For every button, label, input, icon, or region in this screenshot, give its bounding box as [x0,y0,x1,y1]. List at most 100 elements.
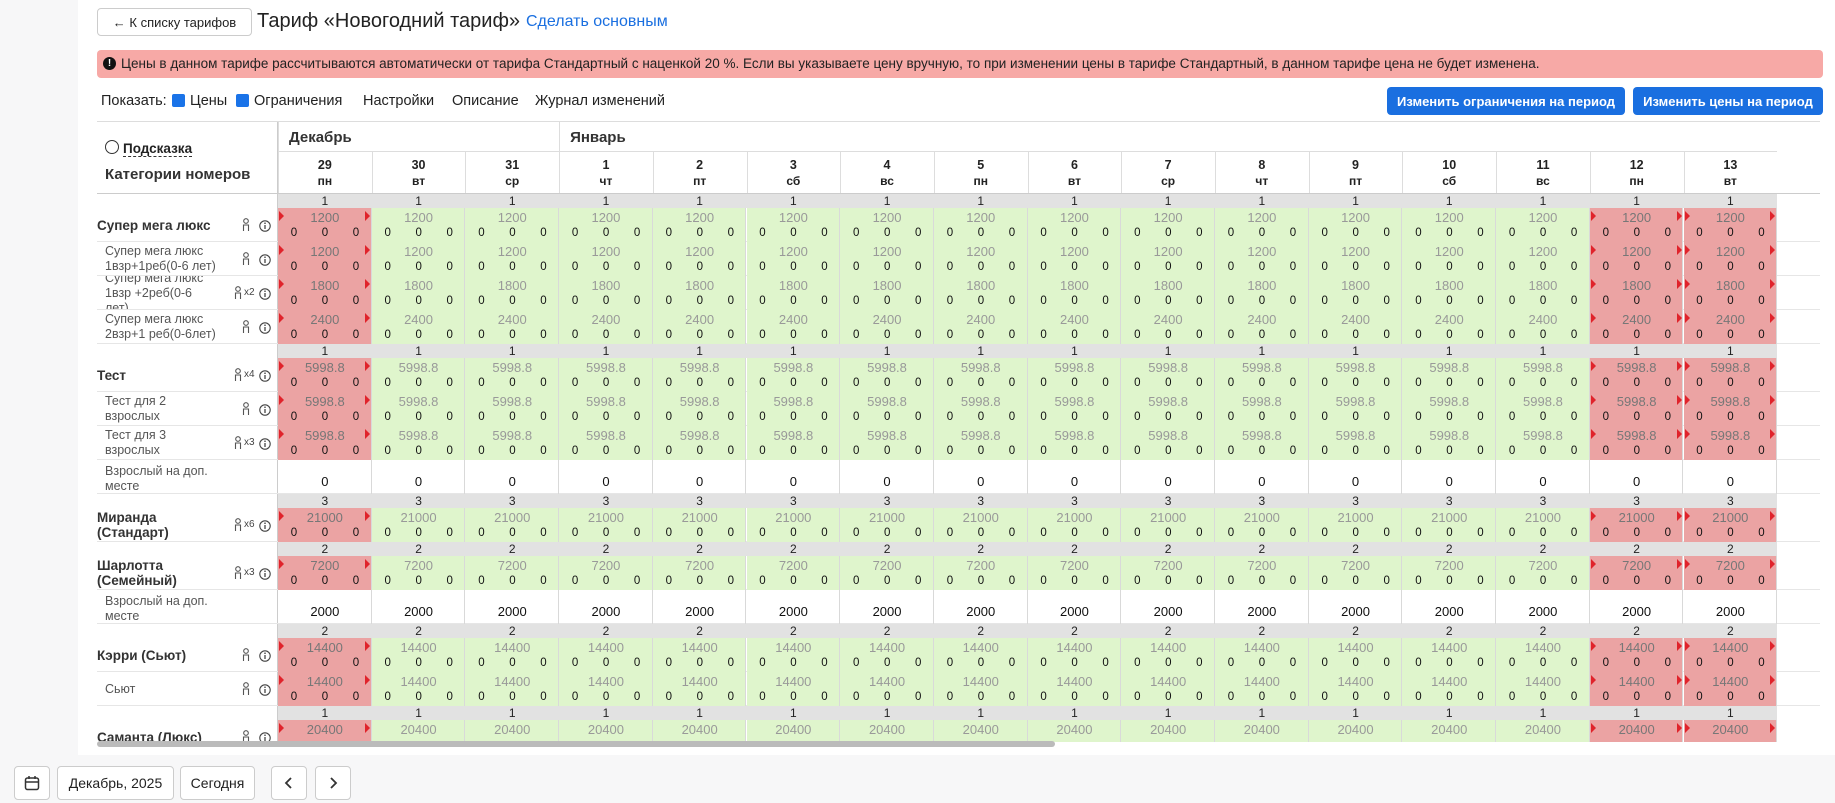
price-value: 1200 [1434,244,1464,259]
tab[interactable]: Настройки [363,93,435,109]
limits-toggle[interactable]: Ограничения [254,93,343,109]
info-icon [259,649,271,662]
price-value: 5998.8 [1241,394,1282,409]
restriction-value: 0 [321,657,329,669]
extra-value: 0 [789,474,797,489]
restriction-value: 0 [977,527,985,539]
restriction-value: 0 [852,575,860,587]
restriction-value: 0 [759,657,766,669]
closed-marker [364,675,370,685]
price-cell [1496,508,1590,542]
restriction-value: 0 [602,691,610,703]
price-cell [559,638,653,672]
restriction-value: 0 [914,691,922,703]
restriction-value: 0 [1633,411,1640,423]
restriction-value: 0 [946,377,954,389]
extra-cell [1590,590,1684,624]
availability-value: 1 [696,344,703,358]
availability-value: 1 [508,706,516,720]
availability-value: 1 [1352,344,1359,358]
restriction-value: 0 [1477,575,1484,587]
price-value: 1200 [591,210,621,225]
restriction-value: 0 [1758,445,1765,457]
restriction-value: 0 [352,657,360,669]
make-default-link[interactable]: Сделать основным [526,13,668,30]
price-cell [1121,392,1215,426]
prices-toggle[interactable]: Цены [190,93,228,109]
price-cell [1402,392,1497,426]
extra-value: 0 [1258,474,1266,489]
availability-value: 1 [1445,706,1453,720]
restriction-value: 0 [384,377,391,389]
restriction-value: 0 [1008,657,1016,669]
restriction-value: 0 [1227,261,1235,273]
tab[interactable]: Описание [452,93,519,109]
scrollbar[interactable] [97,741,1055,747]
price-cell [371,242,466,276]
price-value: 7200 [1153,558,1183,573]
availability-value: 2 [321,542,329,556]
extra-value: 0 [508,474,516,489]
restriction-value: 0 [1071,575,1078,587]
availability-value: 1 [1258,706,1266,720]
availability-value: 1 [1539,194,1547,208]
calendar-button[interactable] [14,766,50,800]
closed-marker [1590,675,1596,685]
info-icon [259,519,271,532]
restriction-value: 0 [446,227,453,239]
restriction-value: 0 [1539,329,1547,341]
category-name: Супер мега люкс 1взр +2реб(0-6 лет) [105,276,204,310]
restriction-value: 0 [1633,527,1640,539]
day-weekday: чт [599,174,613,188]
price-value: 14400 [1150,674,1187,689]
price-cell [933,392,1028,426]
info-glyph [259,404,271,416]
today-button[interactable]: Сегодня [180,766,255,800]
closed-marker [1676,313,1682,323]
restriction-value: 0 [602,261,610,273]
availability-value: 2 [977,624,985,638]
checkbox[interactable] [172,94,185,107]
tab[interactable]: Журнал изменений [535,93,665,109]
restriction-value: 0 [1664,295,1671,307]
restriction-value: 0 [1633,377,1640,389]
day-weekday: ср [505,174,520,188]
price-cell [371,310,466,344]
price-cell [840,672,934,706]
hint-link[interactable]: Подсказка [123,141,193,157]
restriction-value: 0 [1321,295,1328,307]
restriction-value: 0 [321,527,329,539]
availability-row [278,624,1778,638]
restriction-value: 0 [1134,295,1141,307]
extra-cell [747,590,841,624]
restriction-value: 0 [446,691,453,703]
closed-marker [1590,429,1596,439]
period-button[interactable]: Декабрь, 2025 [57,766,174,800]
closed-marker [1676,211,1682,221]
closed-marker [1590,361,1596,371]
restriction-value: 0 [1664,575,1671,587]
restriction-value: 0 [1008,527,1016,539]
restriction-value: 0 [1696,657,1703,669]
availability-value: 2 [1445,624,1453,638]
limits-period-button[interactable]: Изменить ограничения на период [1387,87,1625,115]
restriction-value: 0 [1289,445,1297,457]
restriction-value: 0 [1415,227,1422,239]
restriction-value: 0 [1040,575,1047,587]
restriction-value: 0 [946,295,954,307]
prices-period-button[interactable]: Изменить цены на период [1633,87,1823,115]
next-button[interactable] [315,766,351,800]
restriction-value: 0 [602,411,610,423]
restriction-value: 0 [1040,527,1047,539]
restriction-value: 0 [1008,261,1016,273]
restriction-value: 0 [478,377,485,389]
checkbox[interactable] [236,94,249,107]
back-button[interactable]: ← К списку тарифов [97,8,252,36]
availability-value: 3 [1633,494,1640,508]
restriction-value: 0 [321,377,329,389]
restriction-value: 0 [1727,295,1734,307]
restriction-value: 0 [1539,445,1547,457]
price-value: 14400 [681,674,718,689]
price-cell [278,638,372,672]
prev-button[interactable] [271,766,307,800]
